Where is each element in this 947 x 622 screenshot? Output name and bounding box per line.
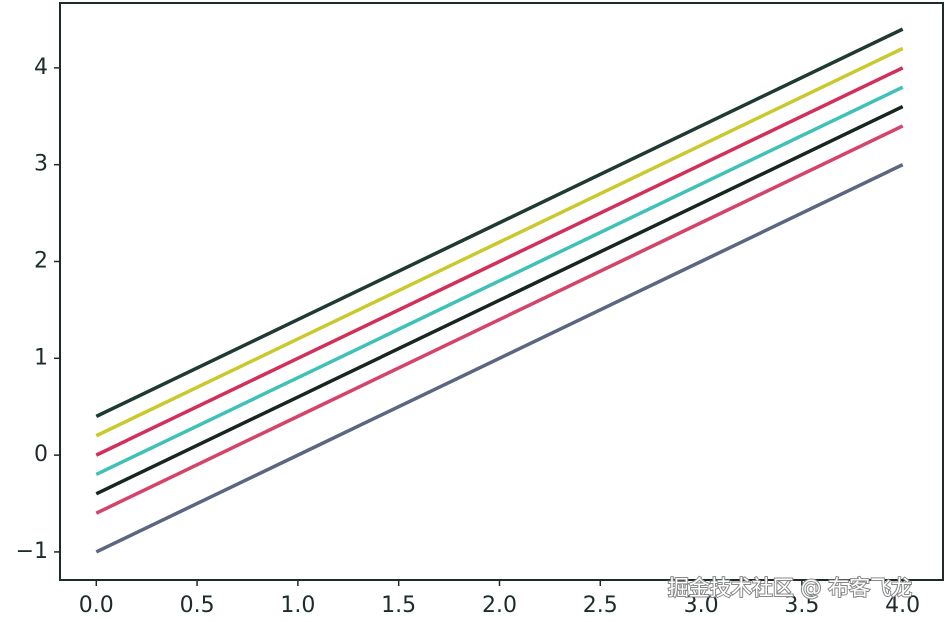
x-tick-label: 2.0 [482,593,517,618]
x-tick-label: 1.5 [381,593,416,618]
y-tick-label: 4 [34,55,48,80]
y-tick-label: 3 [34,152,48,177]
x-tick-label: 3.5 [784,593,819,618]
line [95,124,904,515]
x-tick-label: 2.5 [583,593,618,618]
line [95,105,904,496]
x-tick-label: 1.0 [280,593,315,618]
line [95,27,904,418]
x-tick-label: 0.0 [79,593,114,618]
line [95,66,904,457]
line [95,46,904,438]
y-tick-label: 1 [34,345,48,370]
line [95,85,904,477]
line [95,163,904,554]
y-tick-label: 2 [34,248,48,273]
x-tick-label: 0.5 [180,593,215,618]
plot-frame [59,2,944,581]
y-tick-label: −1 [16,539,48,564]
x-tick-label: 4.0 [885,593,920,618]
watermark: 掘金技术社区 @ 布客飞龙 [668,576,912,600]
x-tick-label: 3.0 [684,593,719,618]
y-tick-label: 0 [34,442,48,467]
